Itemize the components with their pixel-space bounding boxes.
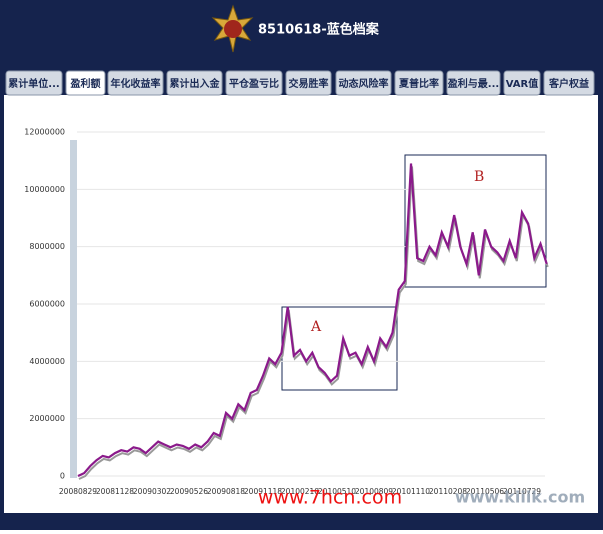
x-tick-label: 20100510 <box>318 487 356 496</box>
annotation: A <box>310 319 322 335</box>
page-title: 8510618-蓝色档案 <box>258 22 380 38</box>
tab-label[interactable]: 夏普比率 <box>398 77 439 90</box>
y-tick-label: 2000000 <box>29 414 65 423</box>
tab-label[interactable]: VAR值 <box>506 77 539 90</box>
tab-label[interactable]: 年化收益率 <box>111 77 161 90</box>
x-tick-label: 20080829 <box>59 487 97 496</box>
tab[interactable] <box>166 70 223 96</box>
tab[interactable] <box>285 70 332 96</box>
tab-label[interactable]: 平仓盈亏比 <box>229 77 279 90</box>
tab[interactable] <box>394 70 444 96</box>
watermark: www.kiiik.com <box>455 488 585 507</box>
annotation: B <box>474 169 484 185</box>
x-tick-label: 20110506 <box>466 487 504 496</box>
tab[interactable] <box>65 70 106 96</box>
y-tick-label: 10000000 <box>24 185 65 194</box>
y-tick-label: 6000000 <box>29 300 65 309</box>
y-tick-label: 8000000 <box>29 242 65 251</box>
x-tick-label: 20090526 <box>170 487 208 496</box>
watermark: www.7hcn.com <box>258 487 402 509</box>
x-tick-label: 20081128 <box>96 487 134 496</box>
tab-label[interactable]: 盈利与最... <box>447 77 499 90</box>
tab[interactable] <box>446 70 501 96</box>
tab-label[interactable]: 客户权益 <box>548 77 589 90</box>
tab[interactable] <box>543 70 595 96</box>
x-tick-label: 20110208 <box>429 487 467 496</box>
y-axis-band <box>70 140 77 478</box>
x-tick-label: 20090302 <box>133 487 171 496</box>
x-tick-label: 20091118 <box>244 487 282 496</box>
x-tick-label: 20101110 <box>392 487 430 496</box>
y-tick-label: 4000000 <box>29 357 65 366</box>
y-tick-label: 12000000 <box>24 128 65 137</box>
tab-label[interactable]: 累计出入金 <box>170 77 221 90</box>
x-tick-label: 20110729 <box>503 487 541 496</box>
line <box>77 163 548 477</box>
y-tick-label: 0 <box>60 472 65 481</box>
tab-label[interactable]: 累计单位... <box>8 77 59 90</box>
tab-label[interactable]: 交易胜率 <box>289 77 329 90</box>
tab[interactable] <box>225 70 283 96</box>
tab[interactable] <box>107 70 164 96</box>
region-box <box>404 154 547 288</box>
x-tick-label: 20090818 <box>207 487 245 496</box>
x-tick-label: 20100809 <box>355 487 393 496</box>
tab[interactable] <box>5 70 63 96</box>
tab-label[interactable]: 动态风险率 <box>339 77 389 90</box>
tab[interactable] <box>335 70 392 96</box>
tab[interactable] <box>503 70 541 96</box>
x-tick-label: 20100210 <box>281 487 319 496</box>
tab-label[interactable]: 盈利额 <box>70 77 101 90</box>
logo <box>211 4 254 53</box>
